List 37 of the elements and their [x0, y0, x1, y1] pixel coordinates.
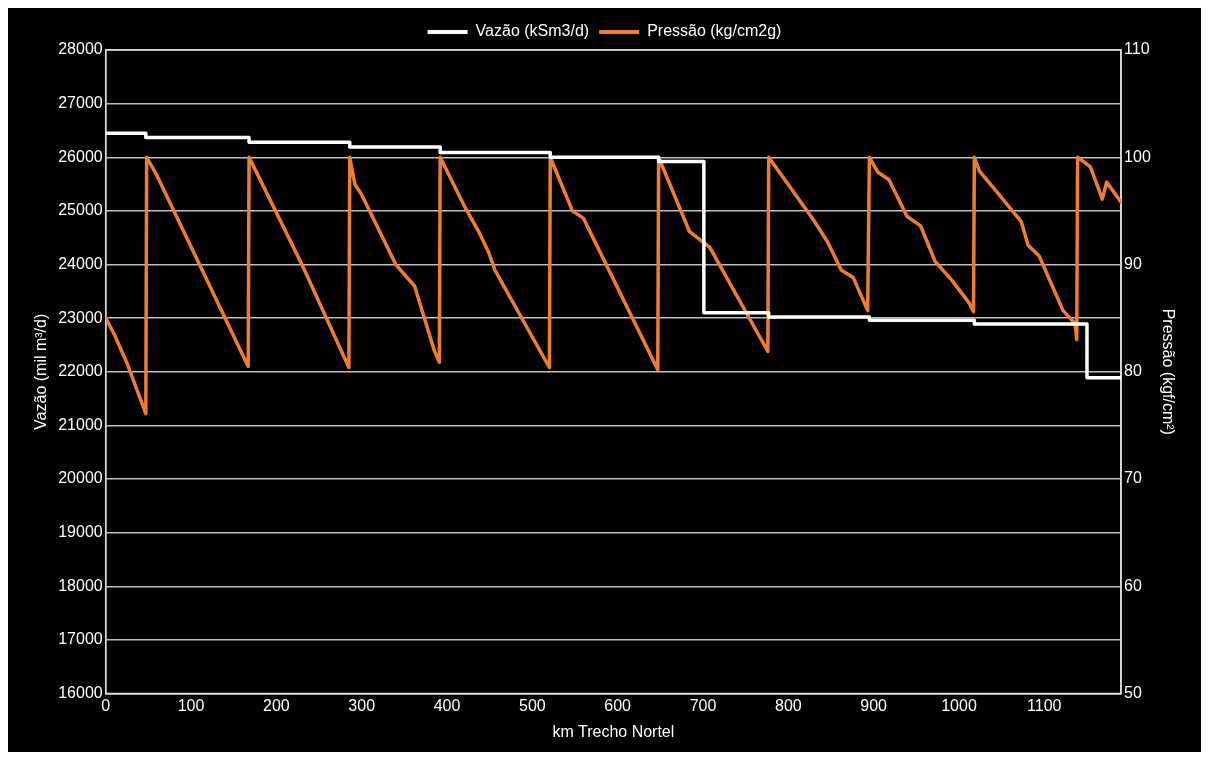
y2-tick-label: 80	[1124, 362, 1142, 380]
x-tick-label: 0	[101, 696, 111, 714]
y-tick-label: 23000	[58, 308, 103, 326]
y-axis-title: Vazão (mil m³/d)	[32, 313, 50, 430]
y-tick-label: 22000	[58, 362, 103, 380]
x-tick-label: 500	[518, 696, 546, 714]
y2-tick-label: 100	[1124, 147, 1151, 165]
x-tick-label: 800	[774, 696, 802, 714]
x-tick-label: 900	[860, 696, 888, 714]
x-tick-label: 1000	[941, 696, 977, 714]
y-tick-label: 17000	[58, 630, 103, 648]
y-tick-label: 18000	[58, 576, 103, 594]
y-tick-label: 20000	[58, 469, 103, 487]
y-tick-label: 27000	[58, 94, 103, 112]
y2-tick-label: 70	[1124, 469, 1142, 487]
y-tick-label: 28000	[58, 40, 103, 58]
x-tick-label: 600	[604, 696, 632, 714]
y2-tick-label: 110	[1124, 40, 1150, 58]
y2-axis-title: Pressão (kgf/cm²)	[1159, 308, 1177, 435]
y-tick-label: 16000	[58, 684, 103, 702]
y-tick-label: 26000	[58, 147, 103, 165]
x-tick-label: 300	[348, 696, 376, 714]
x-tick-label: 200	[263, 696, 290, 714]
y-tick-label: 19000	[58, 523, 103, 541]
x-tick-label: 700	[689, 696, 717, 714]
x-axis-title: km Trecho Nortel	[552, 722, 675, 740]
y-tick-label: 21000	[58, 415, 103, 433]
y2-tick-label: 60	[1124, 576, 1142, 594]
legend-label: Pressão (kg/cm2g)	[647, 22, 782, 40]
x-tick-label: 100	[177, 696, 205, 714]
y2-tick-label: 90	[1124, 254, 1142, 272]
y-tick-label: 24000	[58, 254, 103, 272]
y2-tick-label: 50	[1124, 684, 1142, 702]
x-tick-label: 1100	[1027, 696, 1062, 714]
y-tick-label: 25000	[58, 201, 103, 219]
x-tick-label: 400	[433, 696, 461, 714]
legend-label: Vazão (kSm3/d)	[475, 22, 590, 40]
